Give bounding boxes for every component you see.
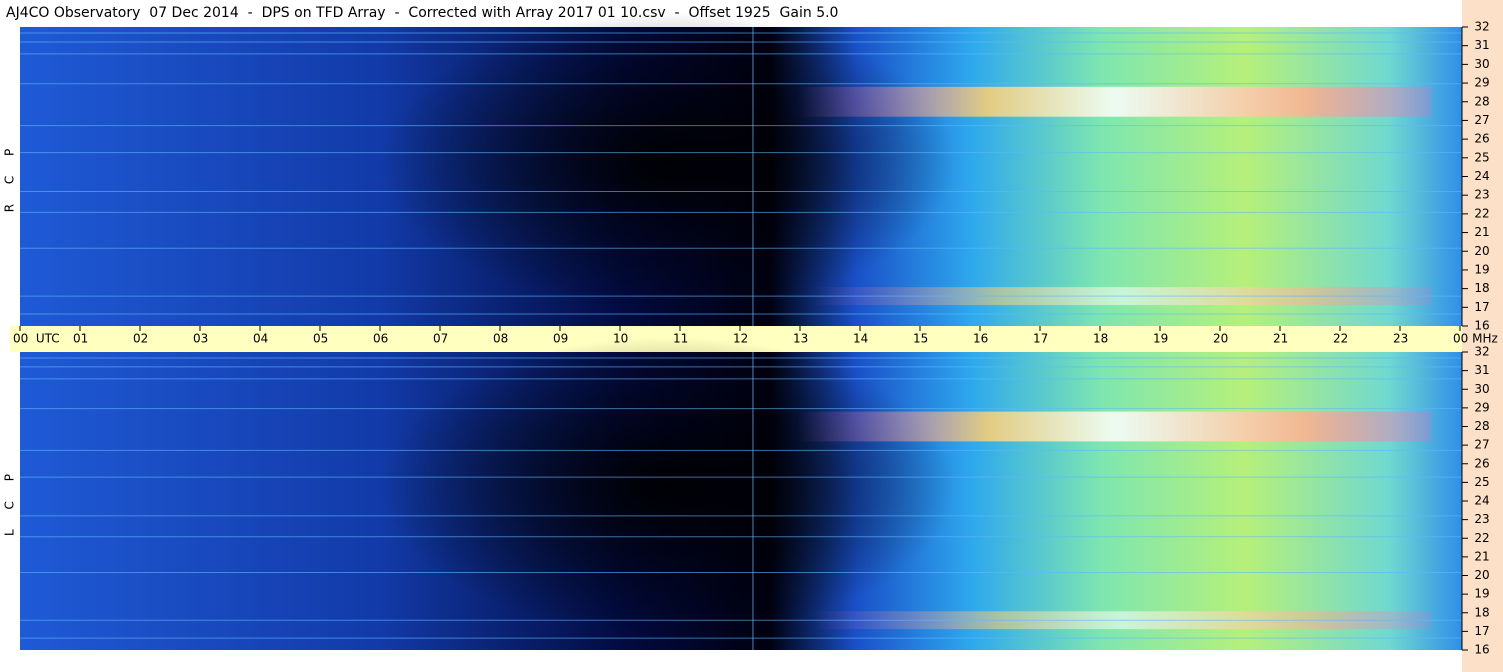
y-tick-label: 20 bbox=[1474, 568, 1489, 582]
x-tick-label: 16 bbox=[973, 332, 988, 346]
y-tick-label: 29 bbox=[1474, 76, 1489, 90]
y-tick-label: 32 bbox=[1474, 345, 1489, 359]
y-tick-label: 19 bbox=[1474, 262, 1489, 276]
y-tick-label: 31 bbox=[1474, 38, 1489, 52]
y-tick-label: 28 bbox=[1474, 419, 1489, 433]
x-tick-label: 06 bbox=[373, 332, 388, 346]
x-tick-label: 17 bbox=[1033, 332, 1048, 346]
x-tick-label: 12 bbox=[733, 332, 748, 346]
y-tick-label: 22 bbox=[1474, 531, 1489, 545]
x-tick-label: 04 bbox=[253, 332, 268, 346]
x-tick-label: 05 bbox=[313, 332, 328, 346]
y-tick-label: 16 bbox=[1474, 643, 1489, 657]
x-tick-label: 01 bbox=[73, 332, 88, 346]
x-tick-label: 19 bbox=[1153, 332, 1168, 346]
y-tick-label: 16 bbox=[1474, 319, 1489, 333]
y-tick-label: 18 bbox=[1474, 605, 1489, 619]
y-tick-label: 24 bbox=[1474, 169, 1489, 183]
y-tick-label: 27 bbox=[1474, 113, 1489, 127]
y-tick-label: 19 bbox=[1474, 587, 1489, 601]
y-tick-label: 25 bbox=[1474, 475, 1489, 489]
x-tick-label: 13 bbox=[793, 332, 808, 346]
x-tick-label: 08 bbox=[493, 332, 508, 346]
y-tick-label: 21 bbox=[1474, 225, 1489, 239]
y-tick-label: 26 bbox=[1474, 132, 1489, 146]
y-tick-label: 30 bbox=[1474, 382, 1489, 396]
y-tick-label: 20 bbox=[1474, 244, 1489, 258]
y-tick-label: 22 bbox=[1474, 206, 1489, 220]
y-tick-label: 23 bbox=[1474, 188, 1489, 202]
x-tick-label: 02 bbox=[133, 332, 148, 346]
x-tick-label: 00 MHz bbox=[1453, 332, 1498, 346]
y-tick-label: 17 bbox=[1474, 624, 1489, 638]
x-tick-label: 11 bbox=[673, 332, 688, 346]
x-tick-label: 07 bbox=[433, 332, 448, 346]
y-tick-label: 21 bbox=[1474, 549, 1489, 563]
y-tick-label: 17 bbox=[1474, 300, 1489, 314]
x-tick-label: 14 bbox=[853, 332, 868, 346]
x-tick-label: 21 bbox=[1273, 332, 1288, 346]
y-tick-label: 30 bbox=[1474, 57, 1489, 71]
x-tick-label: 10 bbox=[613, 332, 628, 346]
y-tick-label: 29 bbox=[1474, 400, 1489, 414]
x-tick-label: 22 bbox=[1333, 332, 1348, 346]
y-tick-label: 32 bbox=[1474, 20, 1489, 34]
dark-region bbox=[380, 337, 956, 636]
y-tick-label: 24 bbox=[1474, 494, 1489, 508]
x-tick-label: 20 bbox=[1213, 332, 1228, 346]
y-tick-label: 26 bbox=[1474, 456, 1489, 470]
x-tick-label: 00 UTC bbox=[13, 332, 60, 346]
bright-band bbox=[797, 411, 1432, 442]
x-tick-label: 09 bbox=[553, 332, 568, 346]
y-tick-label: 25 bbox=[1474, 150, 1489, 164]
dark-region bbox=[380, 12, 956, 312]
x-tick-label: 03 bbox=[193, 332, 208, 346]
right-strip bbox=[1462, 0, 1503, 672]
y-tick-label: 28 bbox=[1474, 94, 1489, 108]
y-axis-label: L C P bbox=[3, 466, 17, 536]
y-tick-label: 27 bbox=[1474, 438, 1489, 452]
x-tick-label: 18 bbox=[1093, 332, 1108, 346]
y-axis-label: R C P bbox=[3, 141, 17, 213]
x-tick-label: 15 bbox=[913, 332, 928, 346]
bright-band bbox=[797, 86, 1432, 117]
y-tick-label: 31 bbox=[1474, 363, 1489, 377]
x-tick-label: 23 bbox=[1393, 332, 1408, 346]
y-tick-label: 18 bbox=[1474, 281, 1489, 295]
y-tick-label: 23 bbox=[1474, 512, 1489, 526]
